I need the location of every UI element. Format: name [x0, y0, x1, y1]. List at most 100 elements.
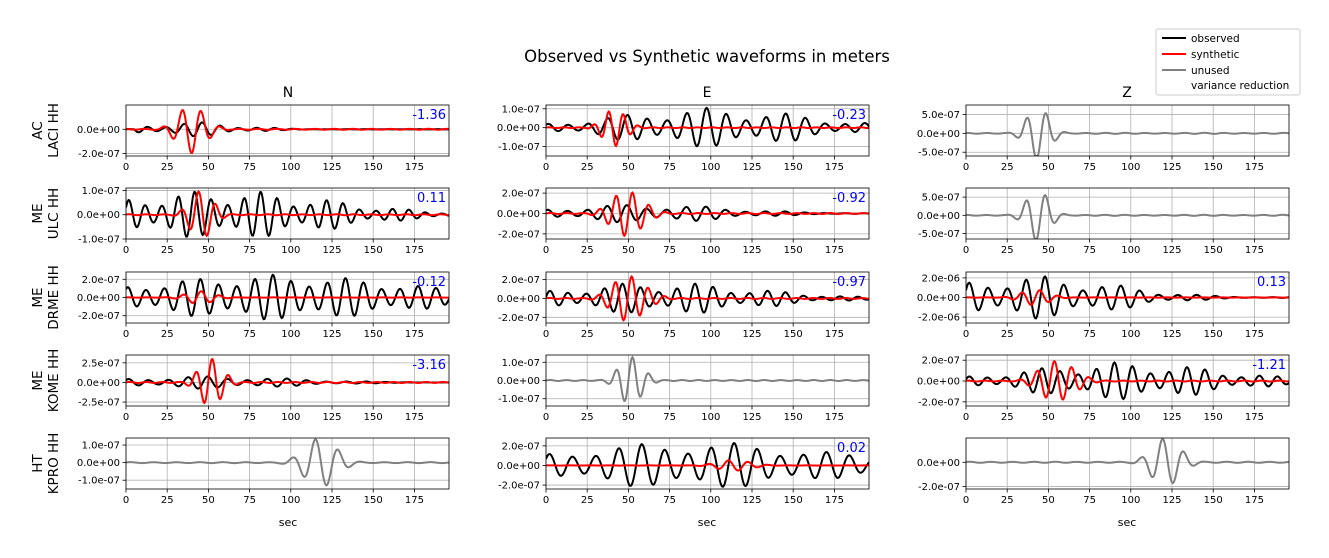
- x-tick-label: 0: [543, 495, 549, 506]
- x-tick-label: 100: [701, 245, 720, 256]
- x-tick-label: 25: [1001, 495, 1014, 506]
- y-tick-label: -2.0e-07: [498, 481, 540, 492]
- x-tick-label: 25: [161, 495, 174, 506]
- station-label: MEDRME HH: [30, 265, 62, 330]
- x-tick-label: 25: [1001, 245, 1014, 256]
- x-tick-label: 175: [1245, 412, 1264, 423]
- x-tick-label: 75: [243, 412, 256, 423]
- x-tick-label: 50: [202, 329, 215, 340]
- x-tick-label: 125: [1162, 495, 1181, 506]
- panel-ht-kpro-hh-e: 0 25 50 75 100 125 150 175 2.0e-07 0.0e+00 -2.0e-0…: [497, 437, 870, 506]
- x-tick-label: 0: [543, 329, 549, 340]
- column-title-e: E: [703, 85, 712, 101]
- x-tick-label: 150: [784, 495, 803, 506]
- station-label-line: ME: [30, 203, 46, 223]
- y-tick-label: 2.0e-07: [82, 275, 120, 286]
- x-tick-label: 100: [701, 329, 720, 340]
- y-tick-label: -2.0e-06: [918, 313, 960, 324]
- axes-frame: [125, 437, 450, 490]
- y-tick-label: 5.0e-07: [922, 110, 960, 121]
- y-tick-label: 0.0e+00: [77, 378, 120, 389]
- series-synthetic: [966, 289, 1289, 307]
- axes-frame: [125, 187, 450, 240]
- x-tick-label: 150: [1204, 162, 1223, 173]
- x-tick-label: 0: [123, 245, 129, 256]
- y-tick-label: 0.0e+00: [77, 125, 120, 136]
- panel-ht-kpro-hh-z: 0 25 50 75 100 125 150 175 0.0e+00 -2.0e-07: [917, 437, 1290, 506]
- x-tick-label: 125: [322, 329, 341, 340]
- series-synthetic: [546, 459, 869, 472]
- variance-reduction-label: -0.23: [832, 108, 866, 123]
- x-tick-label: 50: [1042, 412, 1055, 423]
- x-tick-label: 75: [243, 495, 256, 506]
- x-tick-label: 75: [1083, 162, 1096, 173]
- x-tick-label: 25: [161, 162, 174, 173]
- panel-ac-laci-hh-z: 0 25 50 75 100 125 150 175 5.0e-07 0.0e+00 -5.0e-0…: [917, 104, 1290, 173]
- x-tick-label: 75: [663, 412, 676, 423]
- x-tick-label: 0: [963, 412, 969, 423]
- x-tick-label: 25: [581, 329, 594, 340]
- panel-me-ulc-hh-z: 0 25 50 75 100 125 150 175 5.0e-07 0.0e+00 -5.0e-0…: [917, 187, 1290, 256]
- station-label-line: DRME HH: [46, 265, 62, 330]
- x-tick-label: 150: [1204, 329, 1223, 340]
- x-tick-label: 150: [1204, 412, 1223, 423]
- y-tick-label: 0.0e+00: [917, 293, 960, 304]
- legend-label-synthetic: synthetic: [1191, 49, 1240, 61]
- legend-label-variance-reduction: variance reduction: [1191, 80, 1289, 92]
- series-observed: [546, 441, 869, 488]
- variance-reduction-label: -0.97: [832, 275, 866, 290]
- x-tick-label: 0: [543, 245, 549, 256]
- x-tick-label: 175: [1245, 329, 1264, 340]
- x-tick-label: 100: [1121, 412, 1140, 423]
- x-tick-label: 175: [405, 162, 424, 173]
- panel-me-kome-hh-n: 0 25 50 75 100 125 150 175 2.5e-07 0.0e+00 -2.5e-0…: [77, 354, 450, 423]
- y-tick-label: 1.0e-07: [502, 104, 540, 115]
- station-label: ACLACI HH: [30, 103, 62, 158]
- x-tick-label: 75: [663, 495, 676, 506]
- x-tick-label: 100: [281, 245, 300, 256]
- x-tick-label: 175: [825, 412, 844, 423]
- x-tick-label: 175: [1245, 495, 1264, 506]
- x-tick-label: 150: [784, 329, 803, 340]
- station-label-line: ME: [30, 370, 46, 390]
- station-label-line: ME: [30, 287, 46, 307]
- series-unused: [966, 438, 1289, 485]
- x-tick-label: 150: [364, 329, 383, 340]
- series-unused: [966, 112, 1289, 156]
- y-tick-label: 2.0e-07: [502, 189, 540, 200]
- y-tick-label: -1.0e-07: [498, 142, 540, 153]
- y-tick-label: -2.5e-07: [78, 398, 120, 409]
- x-tick-label: 50: [1042, 329, 1055, 340]
- column-title-n: N: [283, 85, 293, 101]
- axes-frame: [125, 104, 450, 157]
- y-tick-label: 2.0e-07: [502, 441, 540, 452]
- y-tick-label: -2.0e-07: [498, 229, 540, 240]
- panel-me-ulc-hh-n: 0 25 50 75 100 125 150 175 1.0e-07 0.0e+00 -1.0e-0…: [77, 186, 450, 256]
- x-tick-label: 125: [322, 412, 341, 423]
- y-tick-label: 0.0e+00: [917, 211, 960, 222]
- x-tick-label: 100: [1121, 329, 1140, 340]
- y-tick-label: 0.0e+00: [917, 129, 960, 140]
- variance-reduction-label: 0.11: [417, 191, 446, 206]
- panel-ac-laci-hh-n: 0 25 50 75 100 125 150 175 0.0e+00 -2.0e-07 -1.36: [77, 104, 450, 173]
- x-tick-label: 150: [784, 162, 803, 173]
- variance-reduction-label: -1.21: [1252, 358, 1286, 373]
- x-tick-label: 150: [1204, 495, 1223, 506]
- axes-frame: [965, 437, 1290, 490]
- x-tick-label: 100: [1121, 162, 1140, 173]
- x-tick-label: 25: [1001, 329, 1014, 340]
- x-tick-label: 100: [281, 162, 300, 173]
- y-tick-label: -1.0e-07: [78, 476, 120, 487]
- x-tick-label: 25: [161, 329, 174, 340]
- x-tick-label: 75: [663, 329, 676, 340]
- x-tick-label: 175: [1245, 162, 1264, 173]
- x-tick-label: 75: [663, 245, 676, 256]
- y-tick-label: 2.0e-07: [922, 356, 960, 367]
- x-axis-label-e: sec: [698, 516, 717, 529]
- x-tick-label: 0: [543, 162, 549, 173]
- x-axis-label-z: sec: [1118, 516, 1137, 529]
- x-tick-label: 0: [963, 162, 969, 173]
- x-tick-label: 75: [243, 329, 256, 340]
- y-tick-label: 5.0e-07: [922, 193, 960, 204]
- y-tick-label: -5.0e-07: [918, 229, 960, 240]
